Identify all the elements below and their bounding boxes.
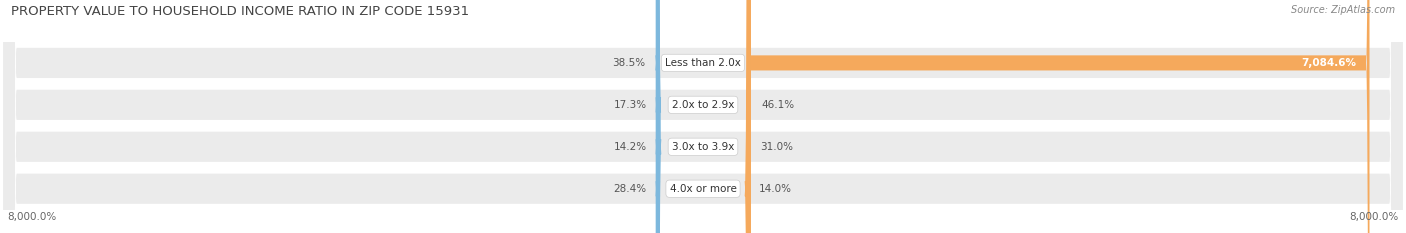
- Text: 31.0%: 31.0%: [761, 142, 793, 152]
- Text: 14.0%: 14.0%: [759, 184, 792, 194]
- FancyBboxPatch shape: [3, 0, 1403, 233]
- Text: 17.3%: 17.3%: [614, 100, 647, 110]
- FancyBboxPatch shape: [747, 0, 751, 233]
- FancyBboxPatch shape: [655, 0, 661, 233]
- Text: Less than 2.0x: Less than 2.0x: [665, 58, 741, 68]
- Text: 2.0x to 2.9x: 2.0x to 2.9x: [672, 100, 734, 110]
- FancyBboxPatch shape: [3, 0, 1403, 233]
- Text: 46.1%: 46.1%: [762, 100, 794, 110]
- FancyBboxPatch shape: [655, 0, 659, 233]
- Text: 3.0x to 3.9x: 3.0x to 3.9x: [672, 142, 734, 152]
- Text: 28.4%: 28.4%: [613, 184, 645, 194]
- Text: 4.0x or more: 4.0x or more: [669, 184, 737, 194]
- FancyBboxPatch shape: [655, 0, 661, 233]
- Text: 7,084.6%: 7,084.6%: [1302, 58, 1357, 68]
- Text: PROPERTY VALUE TO HOUSEHOLD INCOME RATIO IN ZIP CODE 15931: PROPERTY VALUE TO HOUSEHOLD INCOME RATIO…: [11, 5, 470, 18]
- FancyBboxPatch shape: [3, 0, 1403, 233]
- Text: 8,000.0%: 8,000.0%: [7, 212, 56, 222]
- FancyBboxPatch shape: [747, 0, 751, 233]
- FancyBboxPatch shape: [655, 0, 659, 233]
- Text: Source: ZipAtlas.com: Source: ZipAtlas.com: [1291, 5, 1395, 15]
- FancyBboxPatch shape: [745, 0, 751, 233]
- Text: 38.5%: 38.5%: [612, 58, 645, 68]
- Text: 14.2%: 14.2%: [614, 142, 647, 152]
- FancyBboxPatch shape: [3, 0, 1403, 233]
- Text: 8,000.0%: 8,000.0%: [1350, 212, 1399, 222]
- FancyBboxPatch shape: [747, 0, 1369, 233]
